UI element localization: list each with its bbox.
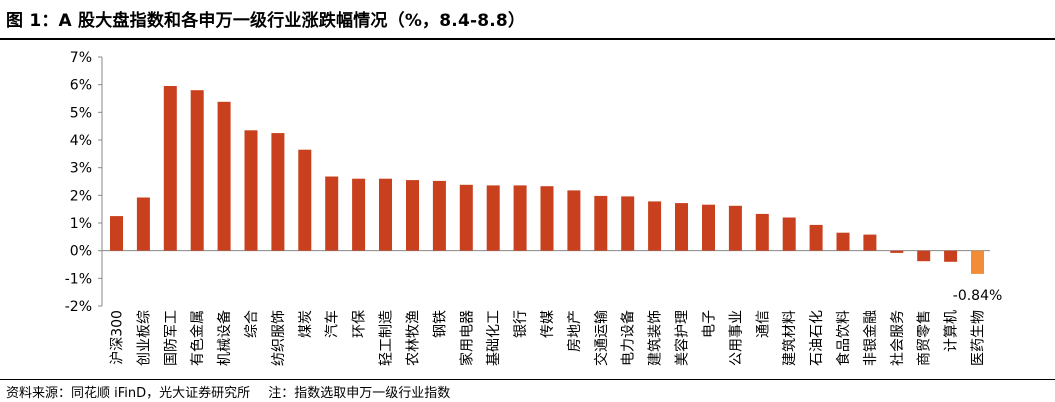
- bar-煤炭: [298, 149, 312, 251]
- category-label: 综合: [244, 310, 260, 338]
- bar-社会服务: [890, 250, 904, 253]
- chart-title: 图 1：A 股大盘指数和各申万一级行业涨跌幅情况（%，8.4-8.8）: [6, 11, 526, 31]
- y-tick-label: 1%: [70, 216, 92, 232]
- y-tick-label: 7%: [70, 50, 92, 66]
- bar-食品饮料: [836, 232, 850, 251]
- category-label: 电子: [702, 310, 718, 338]
- category-label: 建筑材料: [782, 310, 798, 366]
- bar-机械设备: [217, 101, 231, 251]
- category-label: 煤炭: [298, 310, 314, 338]
- category-label: 家用电器: [458, 310, 475, 366]
- bar-综合: [244, 130, 258, 251]
- bar-基础化工: [486, 185, 500, 251]
- category-label: 通信: [755, 310, 771, 338]
- bar-纺织服饰: [271, 133, 285, 251]
- category-label: 公用事业: [728, 310, 744, 366]
- category-label: 交通运输: [593, 310, 610, 366]
- category-label: 基础化工: [485, 310, 502, 366]
- bar-房地产: [567, 190, 581, 251]
- bar-家用电器: [459, 184, 473, 251]
- category-label: 社会服务: [890, 310, 906, 366]
- category-label: 医药生物: [971, 310, 987, 366]
- footer-divider: [0, 379, 1055, 380]
- category-label: 银行: [513, 310, 529, 338]
- category-label: 石油石化: [809, 310, 825, 366]
- y-tick-label: -1%: [65, 271, 92, 287]
- category-label: 电力设备: [620, 310, 637, 366]
- source-text: 资料来源：同花顺 iFinD，光大证券研究所: [6, 386, 251, 401]
- category-label: 钢铁: [432, 310, 448, 338]
- category-label: 纺织服饰: [271, 310, 287, 366]
- bar-轻工制造: [379, 178, 392, 251]
- bar-汽车: [325, 176, 339, 251]
- y-tick-label: 6%: [70, 78, 92, 94]
- bar-商贸零售: [917, 250, 931, 262]
- category-label: 汽车: [324, 310, 341, 338]
- category-label: 食品饮料: [835, 310, 852, 366]
- category-label: 商贸零售: [917, 310, 933, 366]
- bar-建筑材料: [782, 217, 796, 251]
- bar-农林牧渔: [406, 180, 419, 251]
- bar-美容护理: [675, 203, 688, 251]
- bar-医药生物: [971, 250, 984, 274]
- category-label: 计算机: [944, 310, 960, 352]
- category-label: 非银金融: [863, 310, 879, 366]
- bar-非银金融: [863, 234, 877, 251]
- category-label: 房地产: [567, 310, 583, 352]
- note-text: 注：指数选取申万一级行业指数: [268, 386, 451, 401]
- y-tick-label: 5%: [70, 105, 92, 121]
- bar-建筑装饰: [648, 201, 662, 251]
- bar-有色金属: [190, 90, 204, 251]
- category-label: 建筑装饰: [648, 310, 664, 366]
- data-label: -0.84%: [953, 288, 1003, 304]
- bar-钢铁: [432, 180, 446, 251]
- y-tick-label: 0%: [70, 244, 92, 260]
- title-divider: [0, 38, 1055, 40]
- y-axis: -2% -1% 0% 1% 2% 3% 4% 5% 6% 7%: [65, 50, 103, 315]
- category-label: 美容护理: [674, 310, 691, 366]
- bar-创业板综: [136, 197, 150, 251]
- bar-chart: -2% -1% 0% 1% 2% 3% 4% 5% 6% 7% 沪深300 创业板综 国防军工 有色金属…: [65, 50, 1003, 366]
- category-label: 有色金属: [189, 310, 206, 366]
- category-label: 传媒: [540, 310, 556, 338]
- category-label: 国防军工: [163, 310, 179, 366]
- bar-计算机: [944, 250, 958, 262]
- bar-电力设备: [621, 196, 635, 251]
- y-tick-label: -2%: [65, 299, 92, 315]
- bar-银行: [513, 185, 527, 251]
- bar-交通运输: [594, 195, 608, 251]
- category-label: 创业板综: [136, 310, 152, 366]
- bar-传媒: [540, 186, 554, 251]
- bar-电子: [702, 204, 715, 251]
- category-label: 沪深300: [110, 310, 126, 365]
- category-label: 轻工制造: [379, 310, 395, 366]
- bar-国防军工: [163, 86, 177, 251]
- bar-公用事业: [728, 205, 742, 251]
- bar-series: [110, 86, 984, 274]
- annotations: -0.84%: [953, 288, 1003, 304]
- bar-石油石化: [809, 224, 823, 251]
- category-label: 农林牧渔: [406, 310, 422, 366]
- footer: 资料来源：同花顺 iFinD，光大证券研究所 注：指数选取申万一级行业指数: [6, 382, 450, 401]
- y-tick-label: 3%: [70, 161, 92, 177]
- bar-沪深300: [110, 216, 123, 251]
- category-label: 环保: [352, 310, 368, 338]
- category-label: 机械设备: [216, 310, 233, 366]
- category-labels: 沪深300 创业板综 国防军工 有色金属 机械设备 综合 纺织服饰 煤炭 汽车 环保 轻工制造 农林牧…: [110, 310, 987, 366]
- bar-环保: [352, 178, 366, 251]
- y-tick-label: 4%: [70, 133, 92, 149]
- bar-通信: [755, 213, 769, 251]
- y-tick-label: 2%: [70, 188, 92, 204]
